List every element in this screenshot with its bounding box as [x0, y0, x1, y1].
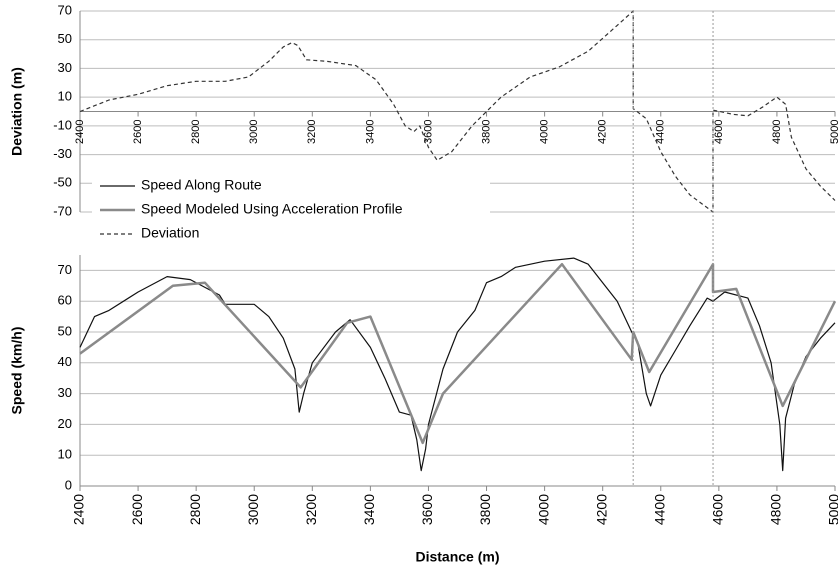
y-tick-label: 30 [58, 385, 72, 400]
x-tick-label: 5000 [826, 494, 838, 525]
x-tick-label: 3600 [419, 494, 435, 525]
x-tick-label: 5000 [829, 120, 838, 144]
y-tick-label: 40 [58, 354, 72, 369]
x-tick-label: 4800 [771, 120, 783, 144]
legend-label: Speed Along Route [141, 177, 262, 193]
y-tick-label: -10 [53, 117, 72, 132]
x-tick-label: 3200 [306, 120, 318, 144]
x-tick-label: 3400 [361, 494, 377, 525]
x-tick-label: 2600 [129, 494, 145, 525]
x-tick-label: 2800 [190, 120, 202, 144]
y-axis-label: Deviation (m) [9, 67, 25, 156]
x-tick-label: 4000 [539, 120, 551, 144]
x-tick-label: 4400 [655, 120, 667, 144]
x-tick-label: 2400 [71, 494, 87, 525]
x-tick-label: 2600 [132, 120, 144, 144]
x-tick-label: 2400 [74, 120, 86, 144]
y-tick-label: 70 [58, 2, 72, 17]
y-tick-label: 70 [58, 262, 72, 277]
x-tick-label: 3400 [364, 120, 376, 144]
x-tick-label: 3800 [477, 494, 493, 525]
series-line [79, 10, 836, 213]
x-tick-label: 4600 [710, 494, 726, 525]
x-tick-label: 3000 [245, 494, 261, 525]
series-line [79, 262, 837, 445]
x-tick-label: 2800 [187, 494, 203, 525]
x-tick-label: 3200 [303, 494, 319, 525]
x-tick-label: 4200 [593, 494, 609, 525]
x-tick-label: 4400 [651, 494, 667, 525]
legend-label: Deviation [141, 225, 199, 241]
x-axis-label: Distance (m) [415, 549, 499, 565]
y-tick-label: 50 [58, 323, 72, 338]
y-tick-label: -70 [53, 203, 72, 218]
x-tick-label: 3000 [248, 120, 260, 144]
legend-label: Speed Modeled Using Acceleration Profile [141, 201, 403, 217]
x-tick-label: 4000 [535, 494, 551, 525]
x-tick-label: 3800 [480, 120, 492, 144]
x-tick-label: 4600 [713, 120, 725, 144]
y-tick-label: 10 [58, 89, 72, 104]
y-tick-label: 50 [58, 31, 72, 46]
y-tick-label: 30 [58, 60, 72, 75]
y-tick-label: 60 [58, 293, 72, 308]
x-tick-label: 4800 [768, 494, 784, 525]
legend-box [92, 174, 490, 246]
series-line [79, 257, 836, 472]
y-tick-label: 0 [65, 477, 72, 492]
y-tick-label: 20 [58, 416, 72, 431]
y-tick-label: 10 [58, 447, 72, 462]
x-tick-label: 4200 [597, 120, 609, 144]
y-axis-label: Speed (km/h) [9, 327, 25, 415]
y-tick-label: -50 [53, 175, 72, 190]
y-tick-label: -30 [53, 146, 72, 161]
x-tick-label: 3600 [422, 120, 434, 144]
